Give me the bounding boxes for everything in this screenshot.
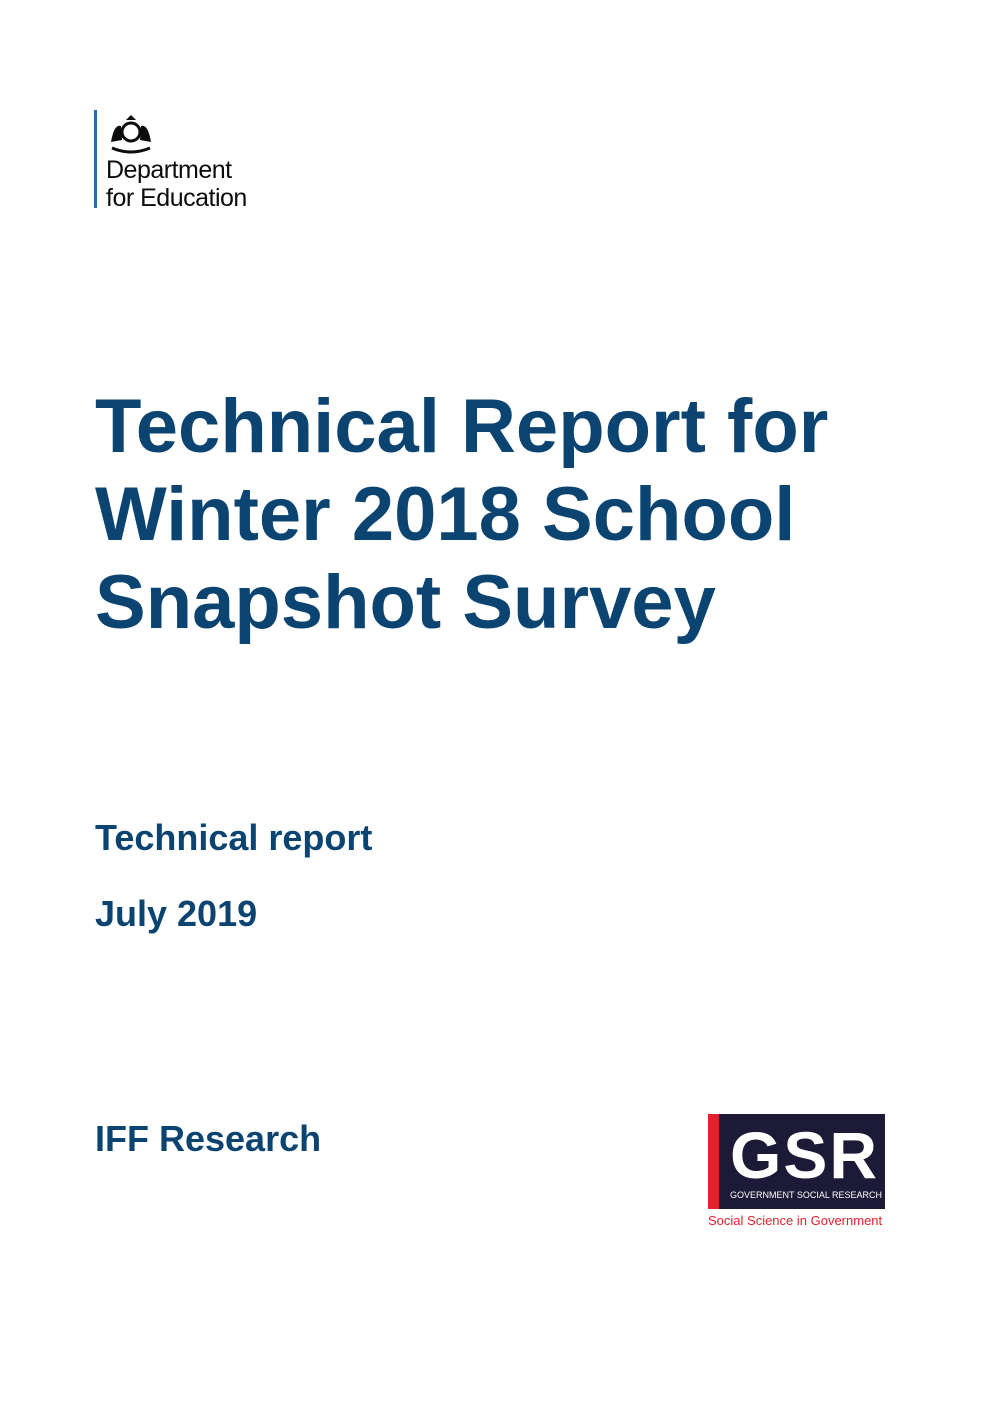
dfe-name-line1: Department (106, 156, 232, 184)
gsr-letters: GSR (730, 1118, 880, 1192)
royal-coat-of-arms-icon (111, 115, 151, 154)
gsr-full-name: GOVERNMENT SOCIAL RESEARCH (730, 1190, 883, 1200)
dfe-name-line2: for Education (106, 184, 247, 212)
report-title: Technical Report for Winter 2018 School … (95, 384, 829, 645)
gsr-logo: GSR GOVERNMENT SOCIAL RESEARCH (708, 1114, 885, 1209)
gsr-red-bar (708, 1114, 719, 1209)
logo-bar (94, 110, 97, 208)
report-date: July 2019 (95, 893, 258, 934)
report-subtitle: Technical report (95, 817, 373, 858)
dfe-name: Department for Education (106, 156, 247, 212)
gsr-tagline: Social Science in Government (708, 1213, 883, 1228)
report-author: IFF Research (95, 1118, 322, 1159)
